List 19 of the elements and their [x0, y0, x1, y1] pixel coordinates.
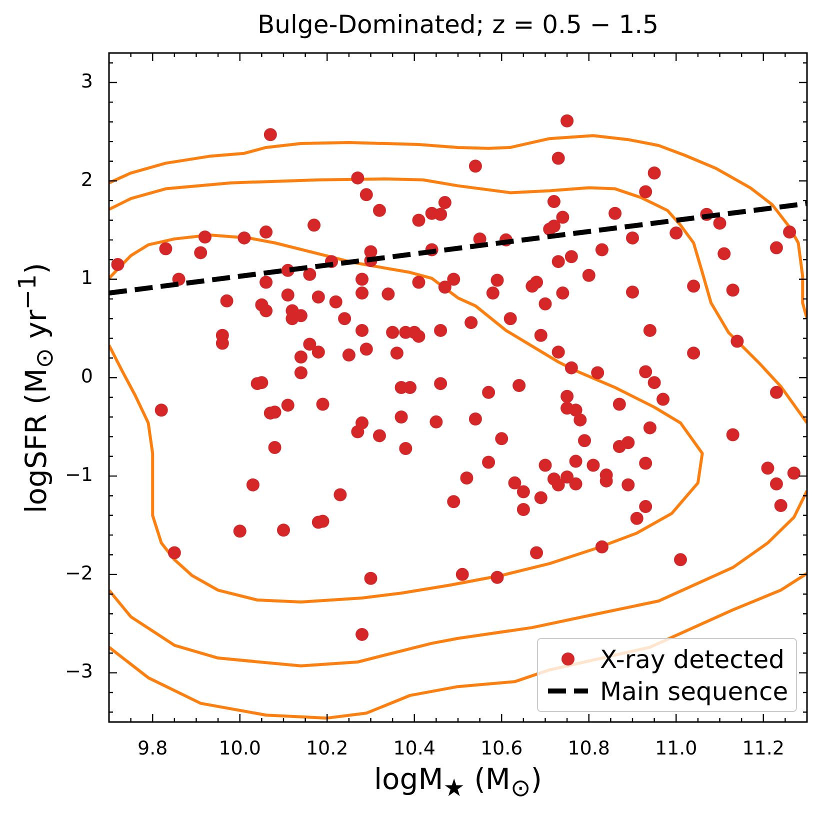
legend-label: Main sequence — [600, 676, 788, 706]
y-tick-label: −1 — [64, 464, 93, 486]
y-tick-label: −3 — [64, 660, 93, 683]
x-tick-label: 10.6 — [480, 737, 523, 760]
legend-label: X-ray detected — [600, 644, 784, 674]
y-tick-label: 0 — [80, 366, 93, 388]
y-tick-label: 3 — [80, 70, 93, 92]
y-tick-label: −2 — [64, 562, 93, 584]
x-tick-label: 10.2 — [306, 737, 348, 760]
y-tick-label: 1 — [80, 267, 93, 290]
x-axis-title: logM$_{★}$ (M$_{⊙}$) — [374, 762, 542, 802]
x-tick-label: 10.0 — [218, 737, 262, 760]
x-tick-label: 11.2 — [742, 737, 785, 760]
y-tick-label: 2 — [80, 168, 93, 191]
x-tick-label: 9.8 — [138, 737, 168, 760]
chart-title: Bulge-Dominated; z = 0.5 − 1.5 — [258, 10, 658, 39]
x-tick-label: 10.8 — [568, 737, 610, 760]
x-tick-label: 11.0 — [654, 737, 698, 760]
x-tick-label: 10.4 — [393, 737, 436, 760]
